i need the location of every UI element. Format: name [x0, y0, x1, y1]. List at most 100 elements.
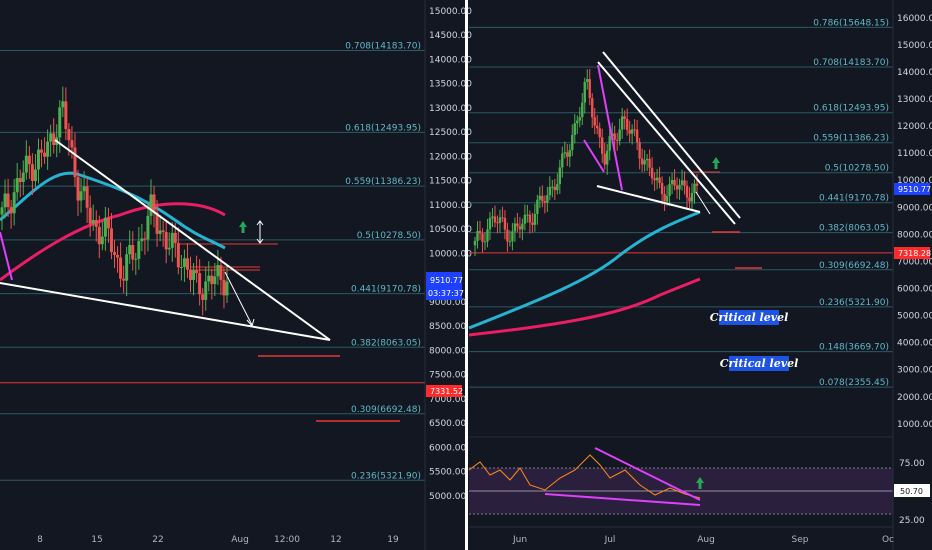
right-candle-body: [558, 167, 562, 185]
left-trendline-upper: [54, 139, 331, 341]
right-candle-body: [613, 133, 616, 140]
left-candle-body: [33, 169, 37, 181]
right-x-tick-label: Oc: [882, 535, 894, 545]
right-candle-body: [660, 183, 664, 194]
left-x-tick-label: 8: [37, 535, 43, 545]
left-y-tick-label: 8000.00: [429, 346, 466, 356]
left-y-tick-label: 5500.00: [429, 468, 466, 478]
left-candle-body: [143, 238, 147, 240]
left-candle-body: [73, 147, 77, 178]
left-range-arrowhead: [256, 220, 264, 226]
left-candle-body: [222, 279, 226, 296]
left-y-tick-label: 11500.00: [429, 177, 472, 187]
left-x-tick-label: 22: [152, 535, 163, 545]
left-price-value: 9510.77: [430, 276, 463, 285]
right-y-tick-label: 1000.00: [897, 420, 932, 430]
left-red-badge-value: 7331.52: [430, 387, 463, 396]
right-candle-body: [473, 240, 477, 246]
left-y-tick-label: 12500.00: [429, 128, 472, 138]
right-y-tick-label: 5000.00: [897, 312, 932, 322]
right-candle-body: [628, 129, 631, 134]
left-magenta-line: [0, 231, 13, 281]
left-y-tick-label: 14500.00: [429, 31, 472, 41]
right-x-tick-label: Aug: [697, 535, 715, 545]
left-fib-label: 0.708(14183.70): [345, 41, 421, 51]
left-y-tick-label: 11000.00: [429, 201, 472, 211]
right-candle-body: [633, 129, 636, 131]
left-x-tick-label: 19: [387, 535, 399, 545]
right-candle-body: [586, 79, 589, 82]
left-y-tick-label: 15000.00: [429, 7, 472, 17]
right-candle-body: [518, 226, 522, 230]
left-candle-body: [164, 232, 168, 250]
right-up-arrow-icon: [712, 157, 720, 169]
critical-level-note-bg: [729, 356, 789, 371]
left-candle-body: [125, 254, 129, 281]
left-candle-body: [213, 276, 217, 285]
rsi-line: [468, 454, 701, 499]
left-fib-label: 0.236(5321.90): [351, 471, 421, 481]
right-candle-body: [506, 229, 509, 242]
left-candle-body: [64, 101, 68, 129]
left-candle-body: [91, 220, 95, 224]
right-candle-body: [571, 134, 574, 151]
left-candle-body: [140, 238, 144, 242]
right-y-tick-label: 10000.00: [897, 176, 932, 186]
left-candle-body: [46, 141, 50, 157]
right-candle-body: [615, 139, 619, 141]
left-price-countdown: 03:37:37: [428, 289, 464, 298]
left-candle-body: [106, 217, 110, 229]
right-candle-body: [583, 81, 586, 103]
right-candle-body: [670, 179, 674, 185]
right-magenta-line: [583, 139, 605, 173]
right-y-tick-label: 12000.00: [897, 122, 932, 132]
right-candle-body: [635, 129, 639, 143]
right-fib-label: 0.236(5321.90): [819, 298, 889, 308]
left-candle-body: [216, 265, 220, 277]
right-candle-body: [556, 184, 559, 191]
right-fib-label: 0.708(14183.70): [813, 58, 889, 68]
right-fib-label: 0.078(2355.45): [819, 378, 889, 388]
left-candle-body: [76, 177, 80, 201]
left-y-tick-label: 6000.00: [429, 443, 466, 453]
right-fib-label: 0.148(3669.70): [819, 343, 889, 353]
left-candle-body: [79, 191, 83, 201]
rsi-tick-label: 25.00: [899, 516, 925, 526]
right-candle-body: [516, 223, 519, 227]
right-candle-body: [566, 152, 569, 157]
right-candle-body: [630, 129, 634, 134]
left-candle-body: [210, 275, 214, 285]
left-candle-body: [3, 193, 7, 208]
right-candle-body: [476, 230, 479, 241]
left-candle-body: [36, 149, 40, 170]
critical-level-note-bg: [719, 310, 779, 325]
left-candle-body: [40, 149, 44, 153]
right-candle-body: [548, 187, 552, 196]
right-candle-body: [683, 180, 686, 186]
right-price-value: 9510.77: [898, 185, 931, 194]
right-candle-body: [491, 216, 494, 218]
right-candle-body: [478, 230, 482, 234]
right-candle-body: [553, 186, 557, 191]
left-candle-body: [109, 228, 113, 253]
right-candle-body: [483, 241, 487, 243]
right-candle-body: [523, 214, 527, 224]
right-candle-body: [488, 217, 492, 230]
right-y-tick-label: 6000.00: [897, 285, 932, 295]
right-candle-body: [561, 153, 564, 168]
right-candle-body: [533, 213, 537, 225]
left-candle-body: [149, 194, 153, 216]
right-candle-body: [638, 142, 641, 159]
left-candle-body: [146, 215, 150, 240]
left-candle-body: [24, 155, 28, 173]
right-candle-body: [503, 217, 507, 230]
right-candle-body: [496, 222, 499, 224]
right-candle-body: [538, 195, 542, 200]
left-candle-body: [52, 133, 56, 145]
right-y-tick-label: 16000.00: [897, 14, 932, 24]
left-candle-body: [207, 275, 211, 282]
right-y-tick-label: 9000.00: [897, 203, 932, 213]
left-candle-body: [15, 178, 19, 193]
left-candle-body: [12, 192, 16, 214]
